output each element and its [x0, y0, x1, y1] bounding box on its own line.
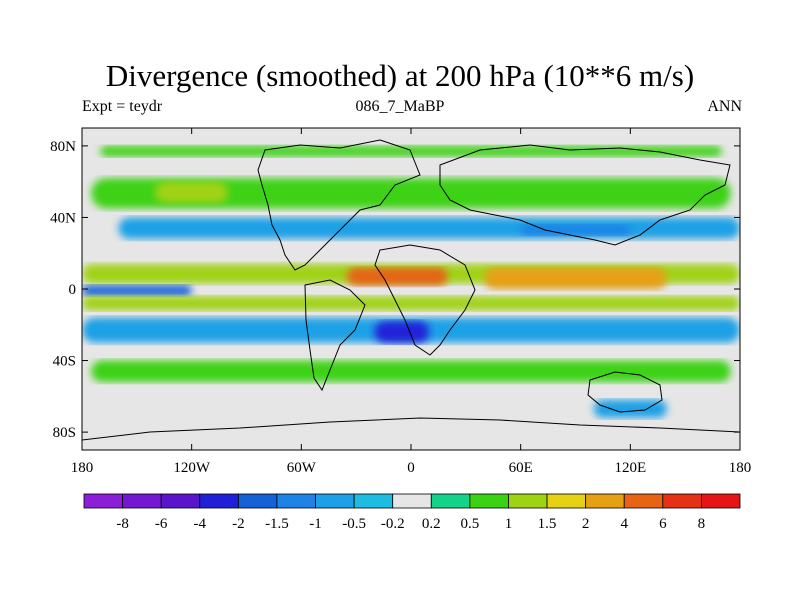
y-tick-label: 80S — [53, 425, 76, 441]
colorbar-swatch — [160, 493, 201, 509]
colorbar-label: 2 — [582, 516, 590, 532]
colorbar-swatch — [469, 493, 509, 509]
field-south-pos — [82, 296, 740, 311]
field-north-midlat-pos — [155, 181, 229, 204]
colorbar-label: 1.5 — [538, 516, 557, 532]
colorbar-swatch — [199, 493, 239, 509]
colorbar-label: 0.2 — [422, 516, 441, 532]
colorbar-swatch — [315, 493, 355, 509]
colorbar-label: -4 — [194, 516, 207, 532]
colorbar-label: -1.5 — [265, 516, 289, 532]
x-tick-label: 60W — [287, 460, 317, 476]
colorbar-swatch — [623, 493, 664, 509]
y-tick-label: 80N — [50, 139, 76, 155]
colorbar-label: -0.5 — [342, 516, 366, 532]
x-tick-label: 180 — [71, 460, 94, 476]
colorbar-swatch — [122, 493, 162, 509]
coastline-eurasia — [439, 144, 731, 246]
colorbar-label: 8 — [698, 516, 706, 532]
field-north-midlat-band — [91, 178, 731, 209]
coastline-antarctica — [82, 417, 740, 441]
colorbar-label: 4 — [620, 516, 628, 532]
case-label: 086_7_MaBP — [355, 98, 445, 115]
colorbar-label: -1 — [309, 516, 322, 532]
colorbar-swatch — [430, 493, 471, 509]
colorbar-swatch — [83, 493, 123, 509]
coastlines — [82, 139, 740, 441]
y-tick-label: 40S — [53, 354, 76, 370]
colorbar-label: 6 — [659, 516, 667, 532]
colorbar-label: -6 — [155, 516, 168, 532]
experiment-label: Expt = teydr — [82, 98, 163, 115]
coastline-australia — [587, 371, 663, 413]
divergence-field — [82, 145, 740, 418]
chart-title: Divergence (smoothed) at 200 hPa (10**6 … — [105, 58, 695, 93]
x-tick-label: 60E — [509, 460, 533, 476]
field-itcz-core-maritime — [484, 267, 667, 289]
y-tick-label: 40N — [50, 210, 76, 226]
field-north-jet-neg — [118, 217, 740, 239]
colorbar-label: -0.2 — [381, 516, 405, 532]
colorbar: -8 -6 -4 -2 -1.5 -1 -0.5 -0.2 0.2 0.5 1 1.5 2 4 6 8 — [83, 493, 741, 532]
x-tick-label: 180 — [729, 460, 752, 476]
colorbar-swatch — [546, 493, 587, 509]
colorbar-swatch — [392, 493, 432, 509]
field-southern-midlat-pos — [91, 360, 731, 383]
colorbar-label: -2 — [232, 516, 245, 532]
x-axis: 180 120W 60W 0 60E 120E 180 — [71, 128, 752, 476]
field-north-jet-strong-neg — [520, 224, 631, 236]
colorbar-label: -8 — [116, 516, 129, 532]
field-itcz-core-africa — [347, 267, 448, 286]
coastline-africa — [374, 244, 476, 356]
field-equatorial-pacific-neg — [82, 285, 192, 297]
colorbar-swatch — [508, 493, 548, 509]
colorbar-label: 1 — [505, 516, 513, 532]
coastline-south-america — [304, 279, 366, 392]
colorbar-swatch — [585, 493, 625, 509]
field-south-atlantic-strong-neg — [374, 321, 430, 343]
colorbar-label: 0.5 — [461, 516, 480, 532]
colorbar-swatch — [662, 493, 702, 509]
x-tick-label: 0 — [407, 460, 415, 476]
coastline-north-america — [257, 139, 421, 271]
season-label: ANN — [707, 98, 742, 115]
colorbar-swatch — [701, 493, 741, 509]
colorbar-swatch — [353, 493, 394, 509]
x-tick-label: 120E — [614, 460, 646, 476]
field-antarctic-neg — [593, 399, 667, 418]
colorbar-swatch — [276, 493, 316, 509]
x-tick-label: 120W — [173, 460, 211, 476]
y-axis: 80N 40N 0 40S 80S — [50, 139, 740, 441]
colorbar-swatch — [237, 493, 278, 509]
y-tick-label: 0 — [69, 282, 77, 298]
